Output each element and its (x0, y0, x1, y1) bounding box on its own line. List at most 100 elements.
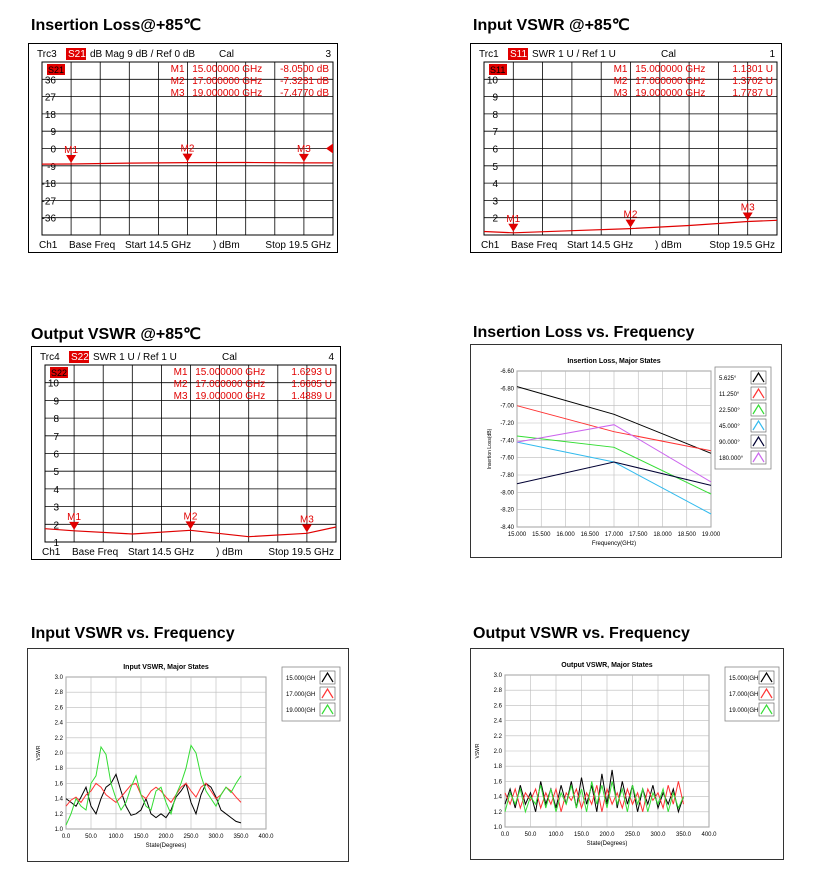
marker-readout-freq: 17.000000 GHz (635, 76, 705, 87)
param-badge-bg (69, 351, 89, 363)
title-input-vswr-vs-frequency: Input VSWR vs. Frequency (31, 625, 235, 642)
footer-base-freq: Base Freq (511, 240, 557, 251)
x-tick-label: 250.0 (183, 834, 199, 840)
marker-readout-id: M3 (174, 391, 188, 402)
trace-label: Trc3 (37, 49, 57, 60)
footer-channel: Ch1 (42, 547, 61, 558)
y-tick-label: -7.20 (500, 421, 514, 427)
title-output-vswr-vs-frequency: Output VSWR vs. Frequency (473, 625, 690, 642)
y-tick-label: 2.4 (55, 721, 64, 727)
legend-swatch (752, 403, 765, 415)
marker-readout-value: 1.6605 U (291, 379, 332, 390)
marker-readout-id: M3 (614, 88, 628, 99)
legend-swatch (752, 371, 765, 383)
x-tick-label: 0.0 (62, 834, 71, 840)
marker-triangle (69, 521, 80, 530)
chart-title: Insertion Loss, Major States (567, 358, 660, 365)
x-tick-label: 17.000 (605, 532, 624, 538)
y-tick-label: 5 (53, 467, 59, 478)
legend-swatch-box (750, 418, 767, 433)
marker-readout-id: M2 (614, 76, 628, 87)
legend-swatch (321, 671, 334, 683)
marker-readout-value: 1.4889 U (291, 391, 332, 402)
marker-readout-id: M1 (174, 367, 188, 378)
y-tick-label: 7 (492, 127, 498, 138)
title-insertion-loss-85: Insertion Loss@+85℃ (31, 17, 202, 34)
y-tick-label: 1.6 (55, 781, 64, 787)
x-tick-label: 15.500 (532, 532, 551, 538)
legend-swatch-box (758, 670, 775, 685)
marker-readout-id: M2 (174, 379, 188, 390)
legend-swatch-box (758, 702, 775, 717)
y-tick-label: -27 (42, 196, 57, 207)
y-tick-label: 3.0 (55, 675, 64, 681)
marker-readout-freq: 15.000000 GHz (195, 367, 265, 378)
x-tick-label: 150.0 (133, 834, 149, 840)
legend-entry-label: 11.250° (719, 392, 740, 398)
y-tick-label: -6.80 (500, 386, 514, 392)
footer-base-freq: Base Freq (72, 547, 118, 558)
x-tick-label: 16.000 (556, 532, 575, 538)
marker-readout-freq: 19.000000 GHz (192, 88, 262, 99)
series-line (65, 773, 242, 824)
marker-label: M2 (181, 144, 195, 155)
series-line (516, 405, 712, 452)
x-tick-label: 300.0 (208, 834, 224, 840)
legend-entry-label: 5.625° (719, 376, 737, 382)
plot-panel-input-vswr: Input VSWR, Major States 0.0 50.0 100.0 150.… (27, 648, 349, 862)
y-tick-label: 1.8 (55, 766, 64, 772)
x-tick-label: 200.0 (599, 832, 615, 838)
marker-triangle (182, 153, 193, 162)
x-tick-label: 100.0 (108, 834, 124, 840)
legend-entry-label: 180.000° (719, 456, 744, 462)
cal-label: Cal (222, 352, 237, 363)
y-tick-label: 1 (53, 538, 59, 549)
y-tick-label: -7.00 (500, 404, 514, 410)
footer-power: ) dBm (216, 547, 243, 558)
y-tick-label: 1.4 (494, 795, 503, 801)
cal-label: Cal (219, 49, 234, 60)
marker-readout-value: -7.4770 dB (280, 88, 329, 99)
y-tick-label: 3 (53, 503, 59, 514)
y-tick-label: 2.2 (494, 734, 503, 740)
x-tick-label: 18.000 (653, 532, 672, 538)
param-badge-bg (66, 48, 86, 60)
legend-swatch-box (750, 434, 767, 449)
y-tick-label: 1.2 (494, 810, 503, 816)
trace-badge-text: S21 (48, 65, 64, 75)
y-tick-label: 4 (53, 485, 59, 496)
series-line (504, 781, 684, 814)
marker-readout-value: 1.1301 U (732, 64, 773, 75)
y-tick-label: 3 (492, 196, 498, 207)
trace-badge-bg (47, 64, 65, 75)
y-tick-label: 2.8 (494, 688, 503, 694)
y-tick-label: 2.8 (55, 690, 64, 696)
trace-line (483, 219, 778, 234)
footer-power: ) dBm (213, 240, 240, 251)
y-tick-label: 2 (492, 214, 498, 225)
footer-stop: Stop 19.5 GHz (265, 240, 331, 251)
y-tick-label: -8.00 (500, 490, 514, 496)
y-tick-label: 0 (50, 145, 56, 156)
legend-swatch (752, 387, 765, 399)
marker-readout-value: 1.7787 U (732, 88, 773, 99)
param-label: S21 (68, 49, 86, 60)
marker-readout-freq: 17.000000 GHz (195, 379, 265, 390)
chart-title: Output VSWR, Major States (561, 662, 653, 669)
trace-label: Trc4 (40, 352, 60, 363)
vna-panel-s22: Trc4 S22 SWR 1 U / Ref 1 U Cal 4 10 9 8 7 6 5 4 3 2 1 S… (31, 346, 341, 560)
legend-swatch-box (750, 402, 767, 417)
marker-readout-id: M1 (614, 64, 628, 75)
x-tick-label: 19.000 (702, 532, 721, 538)
marker-readout-value: 1.3702 U (732, 76, 773, 87)
channel-number: 3 (325, 49, 331, 60)
x-tick-label: 350.0 (233, 834, 249, 840)
legend-entry-label: 22.500° (719, 408, 740, 414)
y-tick-label: 6 (492, 145, 498, 156)
marker-label: M2 (624, 210, 638, 221)
legend-swatch (752, 419, 765, 431)
marker-triangle (508, 223, 519, 232)
y-tick-label: 8 (53, 414, 59, 425)
y-tick-label: 2.6 (55, 705, 64, 711)
marker-readout-freq: 19.000000 GHz (195, 391, 265, 402)
